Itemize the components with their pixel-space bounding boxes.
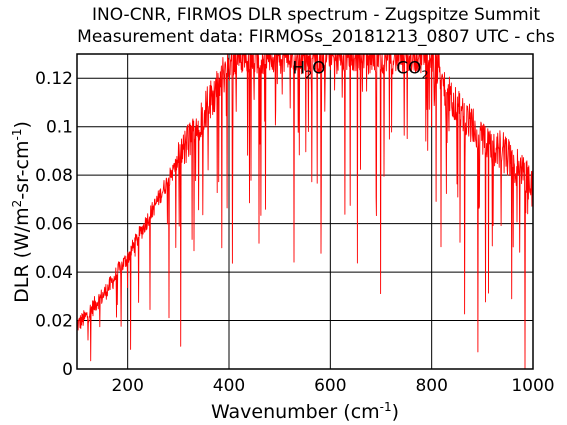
annotation-label: CO2 <box>396 58 428 81</box>
annotation-subscript: 2 <box>421 68 428 81</box>
y-tick-label: 0.04 <box>35 263 73 283</box>
annotation-tail: O <box>312 58 325 78</box>
x-tick-label: 600 <box>314 376 346 396</box>
annotation-label: H2O <box>292 58 325 81</box>
y-tick-label: 0 <box>62 360 73 380</box>
chart-title: INO-CNR, FIRMOS DLR spectrum - Zugspitze… <box>92 5 540 25</box>
plot-frame <box>76 53 534 370</box>
annotation-main: CO <box>396 58 421 78</box>
x-tick-label: 400 <box>213 376 245 396</box>
y-axis-label-prefix: DLR (W/m <box>11 207 33 303</box>
y-axis-label-tail: ) <box>11 121 33 128</box>
y-tick-label: 0.08 <box>35 166 73 186</box>
x-tick-label: 200 <box>111 376 143 396</box>
chart-subtitle: Measurement data: FIRMOSs_20181213_0807 … <box>77 27 555 47</box>
x-axis-label-tail: ) <box>392 401 399 423</box>
y-axis: 0 0.02 0.04 0.06 0.08 0.1 0.12 <box>35 69 73 380</box>
x-axis-label-sup: -1 <box>380 400 392 414</box>
x-axis-label: Wavenumber (cm-1) <box>211 400 399 423</box>
annotation-subscript: 2 <box>305 68 312 81</box>
annotation-main: H <box>292 58 305 78</box>
grid-lines <box>77 54 533 369</box>
y-tick-label: 0.02 <box>35 312 73 332</box>
annotations: H2O CO2 <box>292 58 428 81</box>
x-tick-label: 1000 <box>511 376 554 396</box>
y-tick-label: 0.06 <box>35 215 73 235</box>
y-axis-label-suffix: -sr-cm <box>11 141 33 200</box>
y-tick-label: 0.12 <box>35 69 73 89</box>
y-axis-label: DLR (W/m2-sr-cm-1) <box>10 121 33 303</box>
y-tick-label: 0.1 <box>46 118 73 138</box>
x-axis-label-text: Wavenumber (cm <box>211 401 380 423</box>
y-axis-label-sup: 2 <box>10 200 24 208</box>
x-axis: 200 400 600 800 1000 <box>111 376 554 396</box>
x-tick-label: 800 <box>415 376 447 396</box>
y-axis-label-sup2: -1 <box>10 129 24 141</box>
